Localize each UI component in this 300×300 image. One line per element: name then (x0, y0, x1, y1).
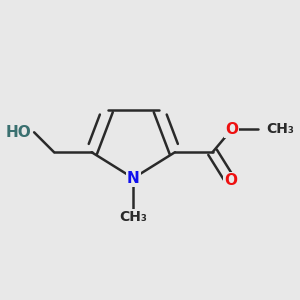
Text: O: O (224, 173, 237, 188)
Text: N: N (127, 171, 140, 186)
Text: CH₃: CH₃ (119, 210, 147, 224)
Text: O: O (225, 122, 238, 137)
Text: CH₃: CH₃ (266, 122, 294, 136)
Text: HO: HO (5, 125, 31, 140)
